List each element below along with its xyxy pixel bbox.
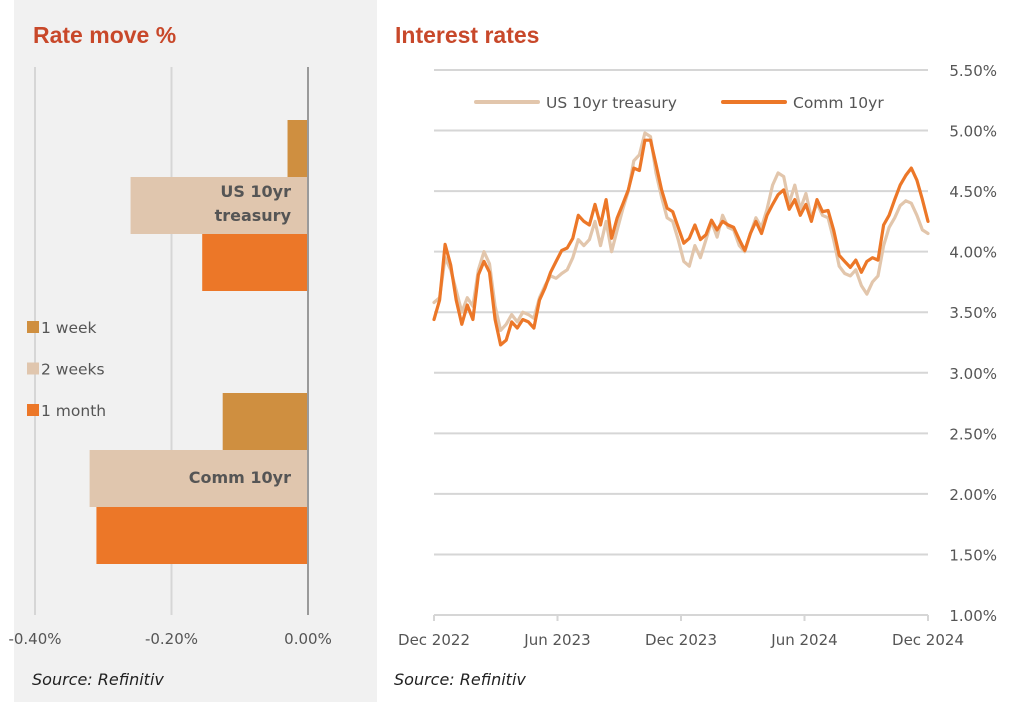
- y-tick-label: 2.50%: [949, 425, 997, 443]
- x-tick-label: -0.20%: [145, 630, 198, 648]
- legend-swatch: [27, 362, 39, 375]
- x-tick-label: -0.40%: [8, 630, 61, 648]
- bar-2-weeks: [130, 177, 308, 234]
- legend-label: 2 weeks: [41, 361, 105, 379]
- series-line-US-10yr-treasury: [432, 131, 930, 332]
- rate-move-title: Rate move %: [33, 22, 177, 48]
- y-tick-label: 4.00%: [949, 244, 997, 262]
- bar-1-month: [202, 234, 308, 291]
- y-tick-label: 5.00%: [949, 123, 997, 141]
- left-source-note: Source: Refinitiv: [32, 670, 164, 689]
- y-tick-label: 2.00%: [949, 486, 997, 504]
- interest-rates-title: Interest rates: [395, 22, 540, 48]
- right-source-note: Source: Refinitiv: [394, 670, 526, 689]
- x-tick-label: Dec 2023: [645, 631, 717, 649]
- bar-1-month: [96, 507, 308, 564]
- left-panel-background: [14, 0, 377, 702]
- series-line-Comm-10yr: [432, 138, 930, 347]
- legend-swatch: [27, 321, 39, 333]
- legend-label: US 10yr treasury: [546, 94, 677, 112]
- legend-label: 1 week: [41, 319, 97, 337]
- x-tick-label: Jun 2024: [770, 631, 837, 649]
- y-tick-label: 1.50%: [949, 546, 997, 564]
- y-tick-label: 5.50%: [949, 62, 997, 80]
- x-tick-label: 0.00%: [284, 630, 332, 648]
- y-tick-label: 3.50%: [949, 304, 997, 322]
- category-label: Comm 10yr: [189, 468, 291, 487]
- legend-swatch: [27, 404, 39, 416]
- x-tick-label: Dec 2022: [398, 631, 470, 649]
- legend-label: 1 month: [41, 402, 106, 420]
- y-tick-label: 4.50%: [949, 183, 997, 201]
- y-tick-label: 1.00%: [949, 607, 997, 625]
- category-label: US 10yr: [220, 182, 291, 201]
- legend-label: Comm 10yr: [793, 94, 884, 112]
- x-tick-label: Dec 2024: [892, 631, 964, 649]
- bar-1-week: [287, 120, 308, 177]
- x-tick-label: Jun 2023: [523, 631, 590, 649]
- bar-2-weeks: [89, 450, 308, 507]
- y-tick-label: 3.00%: [949, 365, 997, 383]
- category-label: treasury: [215, 206, 292, 225]
- bar-1-week: [222, 393, 308, 450]
